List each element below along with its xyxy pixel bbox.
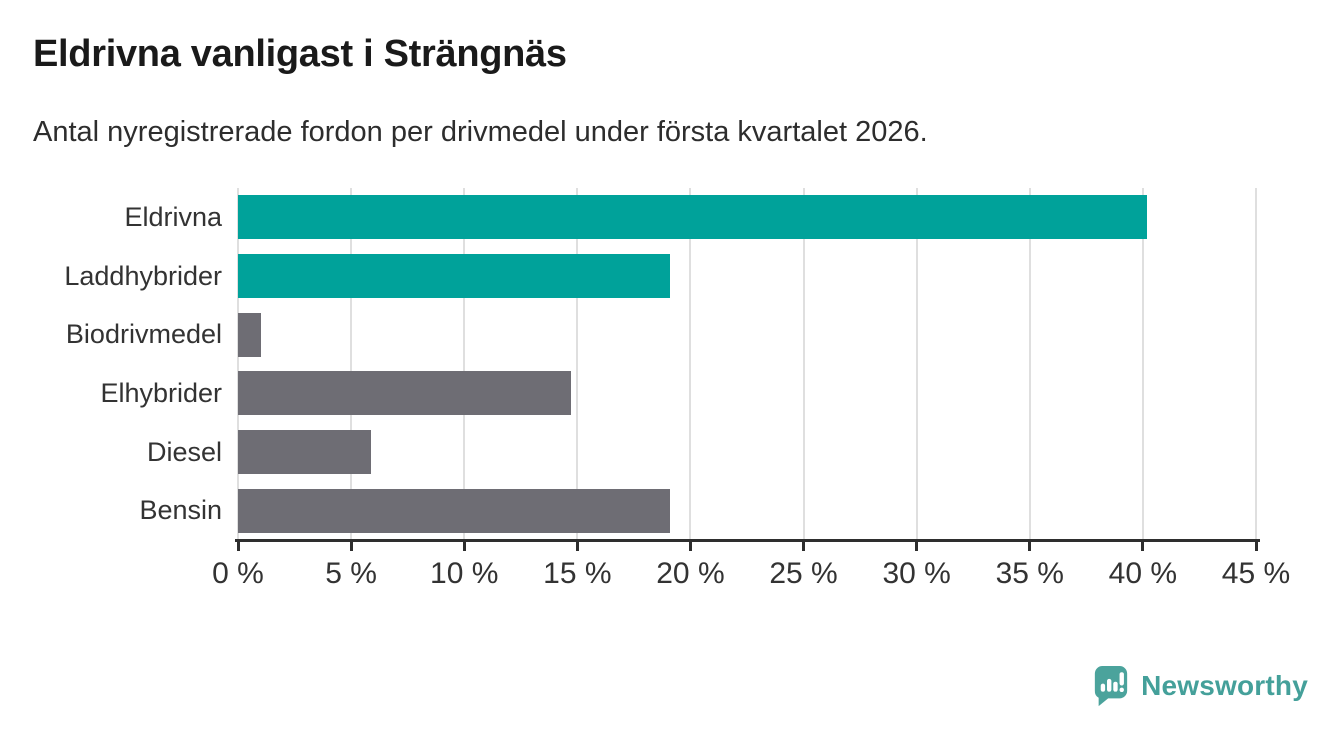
chart-subtitle: Antal nyregistrerade fordon per drivmede… [33, 116, 928, 148]
gridline-25 [802, 188, 805, 540]
bar-row [238, 188, 1256, 247]
bar-row [238, 305, 1256, 364]
bar-row [238, 423, 1256, 482]
axis-tick-label: 45 % [1221, 557, 1291, 590]
newsworthy-icon [1094, 666, 1128, 707]
axis-tick-5 [349, 540, 353, 551]
axis-tick-label: 40 % [1108, 557, 1178, 590]
y-axis-category-labels: Eldrivna Laddhybrider Biodrivmedel Elhybrid… [0, 188, 222, 540]
category-label: Elhybrider [100, 377, 222, 408]
bar-row [238, 481, 1256, 540]
gridline-40 [1141, 188, 1144, 540]
bar-row [238, 247, 1256, 306]
axis-tick-20 [688, 540, 692, 551]
gridline-0 [237, 188, 239, 540]
axis-tick-label: 10 % [430, 557, 499, 590]
axis-tick-label: 20 % [656, 557, 725, 590]
axis-tick-label: 25 % [769, 557, 838, 590]
axis-tick-35 [1028, 540, 1032, 551]
gridline-5 [350, 188, 353, 540]
x-axis-tick-labels: 0 % 5 % 10 % 15 % 20 % 25 % 30 % 35 % 40 % 45 % [212, 188, 1290, 590]
axis-tick-40 [1141, 540, 1145, 551]
axis-tick-15 [575, 540, 579, 551]
x-axis-ticks [236, 188, 1258, 551]
bar-elhybrider [238, 371, 571, 416]
newsworthy-wordmark: Newsworthy [1141, 669, 1308, 701]
category-label: Diesel [146, 436, 222, 467]
axis-tick-label: 5 % [325, 557, 377, 590]
axis-tick-label: 15 % [543, 557, 612, 590]
category-label: Laddhybrider [64, 260, 222, 291]
axis-tick-label: 30 % [882, 557, 951, 590]
axis-tick-0 [236, 540, 240, 551]
axis-tick-25 [802, 540, 806, 551]
plot-area: 0 % 5 % 10 % 15 % 20 % 25 % 30 % 35 % 40 % 45 % [212, 188, 1290, 590]
axis-tick-label: 35 % [995, 557, 1064, 590]
gridline-30 [915, 188, 918, 540]
bar-eldrivna [238, 195, 1148, 240]
axis-tick-label: 0 % [212, 557, 264, 590]
axis-tick-45 [1254, 540, 1258, 551]
axis-tick-30 [915, 540, 919, 551]
axis-tick-10 [462, 540, 466, 551]
gridline-45 [1255, 188, 1257, 540]
bar-bensin [238, 488, 671, 533]
x-axis-line [235, 539, 1260, 542]
newsworthy-logo[interactable]: Newsworthy [1092, 664, 1308, 707]
category-label: Eldrivna [124, 201, 222, 232]
category-label: Biodrivmedel [65, 319, 222, 350]
bars-layer [238, 188, 1256, 540]
category-label: Bensin [139, 495, 222, 526]
chart-title: Eldrivna vanligast i Strängnäs [33, 33, 567, 75]
gridline-10 [463, 188, 466, 540]
bar-biodrivmedel [238, 312, 261, 357]
gridline-15 [576, 188, 579, 540]
gridlines-layer [237, 188, 1257, 540]
gridline-20 [689, 188, 692, 540]
bar-laddhybrider [238, 254, 671, 298]
bar-diesel [238, 430, 372, 475]
gridline-35 [1028, 188, 1031, 540]
bar-row [238, 364, 1256, 423]
